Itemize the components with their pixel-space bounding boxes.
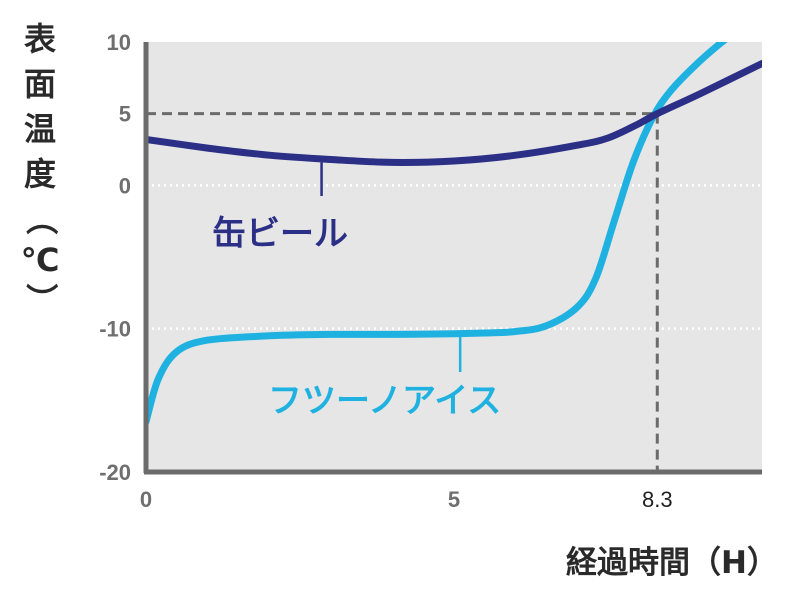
x-tick-label: 5 bbox=[448, 487, 460, 512]
x-tick-label: 0 bbox=[140, 487, 152, 512]
y-axis-title-char: 温 bbox=[24, 110, 56, 148]
x-tick-labels: 0 5 8.3 bbox=[140, 487, 673, 512]
series-label-normal-ice: フツーノアイス bbox=[268, 381, 501, 421]
series-leader-lines bbox=[320, 162, 462, 372]
x-axis-title: 経過時間（H） bbox=[566, 545, 778, 581]
y-axis-title-char: 度 bbox=[24, 155, 56, 193]
series-line-normal-ice bbox=[146, 42, 728, 426]
series-lines bbox=[146, 42, 762, 426]
y-axis-title-char: 表 bbox=[24, 20, 56, 58]
y-axis-title-char: ） bbox=[22, 283, 60, 315]
y-tick-label: 5 bbox=[119, 102, 131, 127]
reference-lines bbox=[146, 112, 659, 472]
y-tick-label: -10 bbox=[99, 317, 131, 342]
gridlines bbox=[146, 184, 762, 330]
series-line-canned-beer bbox=[146, 60, 762, 166]
y-tick-label: 0 bbox=[119, 173, 131, 198]
y-axis-title-char: ℃ bbox=[21, 241, 60, 279]
series-label-canned-beer: 缶ビール bbox=[212, 214, 348, 254]
y-tick-labels: 10 5 0 -10 -20 bbox=[99, 30, 131, 485]
y-axis-title-char: （ bbox=[22, 203, 60, 235]
y-tick-label: 10 bbox=[107, 30, 131, 55]
y-tick-label: -20 bbox=[99, 460, 131, 485]
x-tick-label: 8.3 bbox=[642, 487, 673, 512]
y-axis-title-char: 面 bbox=[24, 65, 56, 103]
